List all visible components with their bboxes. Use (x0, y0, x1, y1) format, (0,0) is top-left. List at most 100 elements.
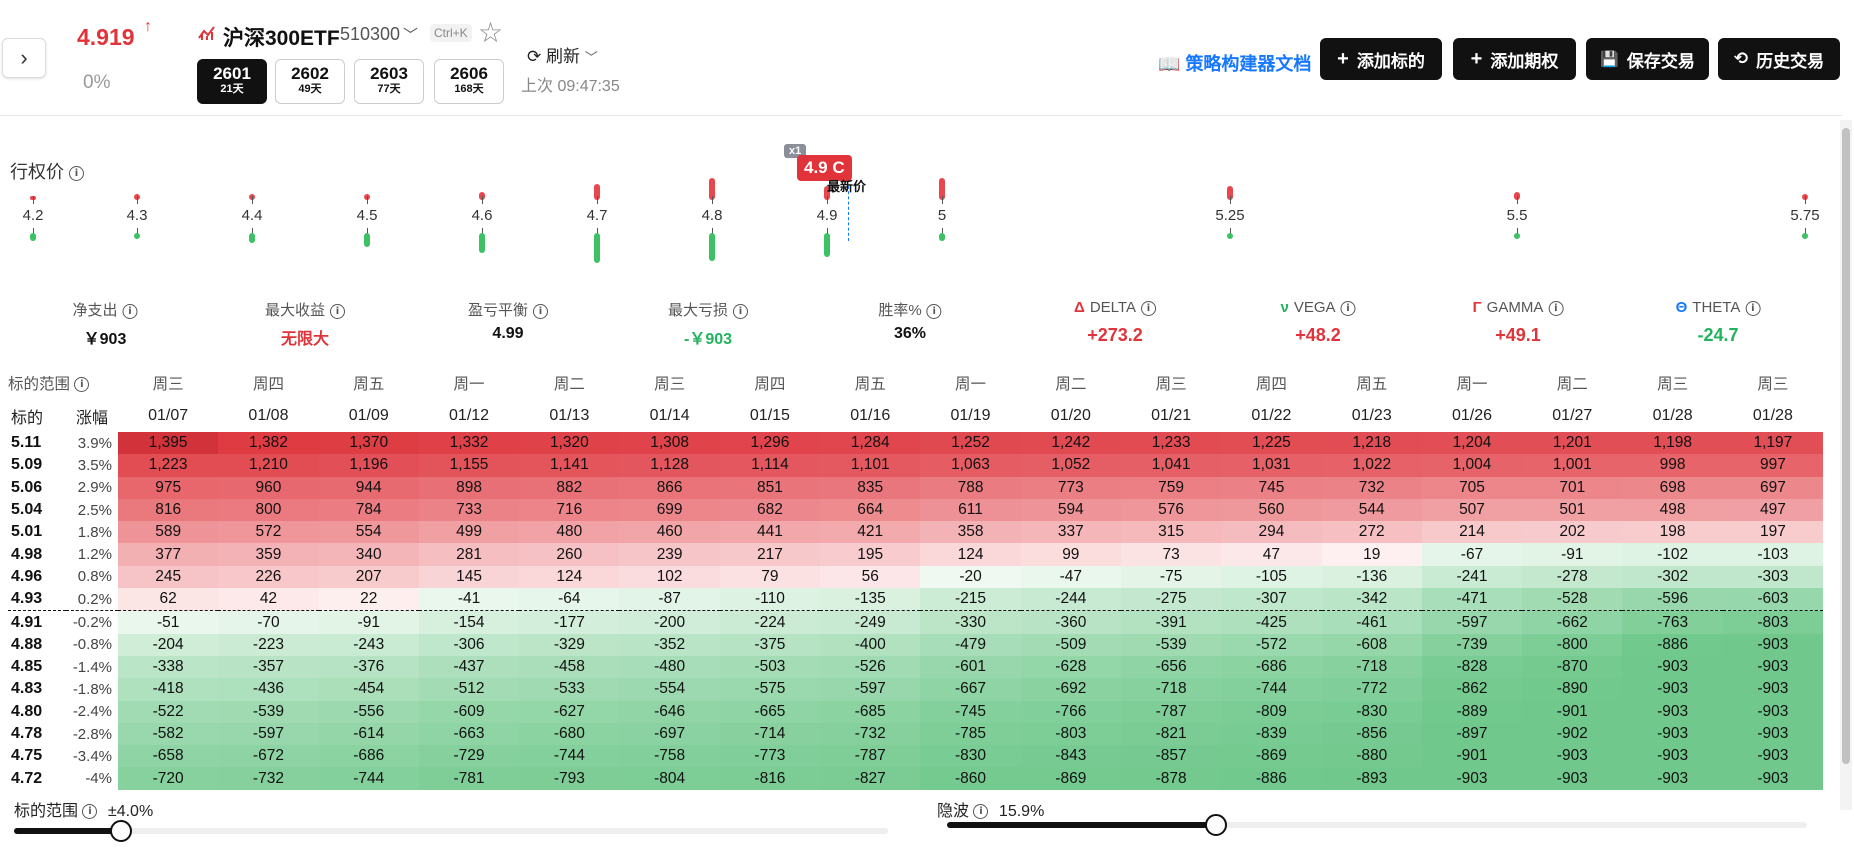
info-icon[interactable]: i (973, 804, 989, 820)
metric-value-8: -24.7 (1697, 325, 1739, 345)
strike-label[interactable]: 4.9 (816, 207, 838, 224)
pnl-cell: 42 (218, 588, 319, 611)
table-row: 4.78 -2.8% -582 -597 -614 -663 -680 -697 -714 -73… (8, 722, 1824, 746)
pnl-cell: 1,382 (218, 432, 319, 455)
strike-tick (252, 196, 253, 204)
pnl-cell: -243 (318, 633, 419, 656)
put-volume-bar (479, 233, 485, 253)
position-tag[interactable]: 4.9 C (797, 155, 852, 181)
strike-tick (367, 228, 368, 236)
scrollbar-thumb[interactable] (1842, 128, 1850, 764)
strategy-doc-link[interactable]: 📖 策略构建器文档 (1158, 54, 1312, 74)
add-underlying-button[interactable]: + 添加标的 (1320, 38, 1442, 80)
strike-label[interactable]: 4.6 (471, 207, 493, 224)
strike-label[interactable]: 4.2 (22, 207, 44, 224)
pnl-cell: -903 (1522, 745, 1623, 768)
strike-label[interactable]: 5.25 (1215, 207, 1245, 224)
star-icon[interactable]: ☆ (478, 17, 504, 48)
pnl-cell: -903 (1622, 700, 1723, 723)
row-change-pct: -3.4% (72, 747, 112, 765)
pnl-cell: -330 (920, 610, 1021, 634)
expand-sidebar-button[interactable]: › (2, 38, 46, 78)
metric-value-1: 无限大 (280, 331, 330, 348)
pnl-cell: 498 (1622, 498, 1723, 522)
strike-label[interactable]: 5.5 (1506, 207, 1528, 224)
info-icon[interactable]: i (1140, 300, 1156, 316)
history-trade-button[interactable]: ⟲ 历史交易 (1718, 38, 1840, 80)
metric-label-7: Γ GAMMA i (1473, 299, 1564, 316)
strike-tick (137, 228, 138, 236)
pnl-cell: -275 (1120, 588, 1222, 611)
pnl-cell: 1,141 (519, 454, 620, 477)
info-icon[interactable]: i (330, 303, 346, 319)
iv-slider-handle[interactable] (1204, 814, 1227, 836)
strike-label[interactable]: 4.7 (586, 207, 608, 224)
pnl-cell: -903 (1722, 678, 1824, 701)
pnl-cell: 501 (1522, 498, 1623, 522)
pnl-cell: -177 (519, 610, 620, 634)
pnl-cell: -763 (1622, 610, 1723, 634)
pnl-cell: -556 (318, 700, 419, 723)
pnl-cell: 664 (820, 498, 921, 522)
pnl-cell: -903 (1622, 655, 1723, 679)
put-volume-bar (594, 233, 600, 263)
pnl-cell: 47 (1221, 543, 1322, 566)
info-icon[interactable]: i (82, 804, 98, 820)
pnl-cell: -646 (619, 700, 720, 723)
pnl-table: 标的范围 i 周三 周四 周五 周一 周二 周三 周四 周五 周一 周二 周三 周四 周五 周一 周二 周三 周… (8, 366, 1824, 790)
info-icon[interactable]: i (122, 303, 138, 319)
pnl-cell: -437 (418, 655, 520, 679)
strike-label[interactable]: 4.3 (126, 207, 148, 224)
iv-slider[interactable] (947, 822, 1807, 828)
row-underlying-price: 4.72 (11, 769, 43, 787)
range-slider-handle[interactable] (109, 820, 132, 842)
row-underlying-price: 4.98 (11, 545, 43, 563)
pnl-cell: 79 (719, 565, 821, 589)
strike-label[interactable]: 4.8 (701, 207, 723, 224)
date-header: 01/13 (549, 406, 590, 424)
pnl-cell: 99 (1020, 543, 1121, 566)
chevron-down-icon[interactable]: ﹀ (403, 27, 419, 44)
symbol-code[interactable]: 510300 (340, 24, 401, 44)
strike-label[interactable]: 5 (937, 207, 947, 224)
pnl-cell: -533 (519, 678, 620, 701)
pnl-cell: 1,210 (218, 454, 319, 477)
expiry-tab-2601[interactable]: 2601 21天 (197, 59, 267, 104)
info-icon[interactable]: i (733, 303, 749, 319)
strike-label[interactable]: 4.4 (241, 207, 263, 224)
info-icon[interactable]: i (926, 303, 942, 319)
expiry-tab-2606[interactable]: 2606 168天 (434, 59, 504, 104)
range-slider[interactable] (14, 828, 888, 834)
pnl-cell: 294 (1221, 521, 1322, 544)
expiry-tab-2602[interactable]: 2602 49天 (275, 59, 345, 104)
pnl-cell: -215 (920, 588, 1021, 611)
info-icon[interactable]: i (69, 165, 85, 181)
table-row: 4.93 0.2% 62 42 22 -41 -64 -87 -110 -135 -215 -244-… (8, 588, 1824, 611)
pnl-cell: -582 (118, 722, 219, 746)
strike-label[interactable]: 4.5 (356, 207, 378, 224)
add-option-button[interactable]: + 添加期权 (1453, 38, 1576, 80)
info-icon[interactable]: i (1745, 300, 1761, 316)
pnl-cell: -454 (318, 678, 419, 701)
plus-icon: + (1337, 47, 1349, 70)
info-icon[interactable]: i (74, 376, 90, 392)
strike-label[interactable]: 5.75 (1790, 207, 1820, 224)
row-underlying-price: 5.09 (11, 456, 43, 474)
pnl-cell: -627 (519, 700, 620, 723)
pnl-cell: 800 (218, 498, 319, 522)
info-icon[interactable]: i (1548, 300, 1564, 316)
pnl-cell: -75 (1120, 565, 1222, 589)
expiry-tab-2603[interactable]: 2603 77天 (354, 59, 424, 104)
date-header: 01/16 (850, 406, 891, 424)
refresh-button[interactable]: ⟳ 刷新 ﹀ (527, 47, 598, 66)
strike-tick (1517, 228, 1518, 236)
pnl-cell: -663 (418, 722, 520, 746)
symbol-name[interactable]: 沪深300ETF (223, 27, 340, 50)
info-icon[interactable]: i (1340, 300, 1356, 316)
pnl-cell: -903 (1722, 745, 1824, 768)
info-icon[interactable]: i (533, 303, 549, 319)
pnl-cell: -857 (1120, 745, 1222, 768)
save-trade-button[interactable]: 💾 保存交易 (1586, 38, 1709, 80)
pnl-cell: -903 (1722, 655, 1824, 679)
date-header: 01/21 (1151, 406, 1192, 424)
